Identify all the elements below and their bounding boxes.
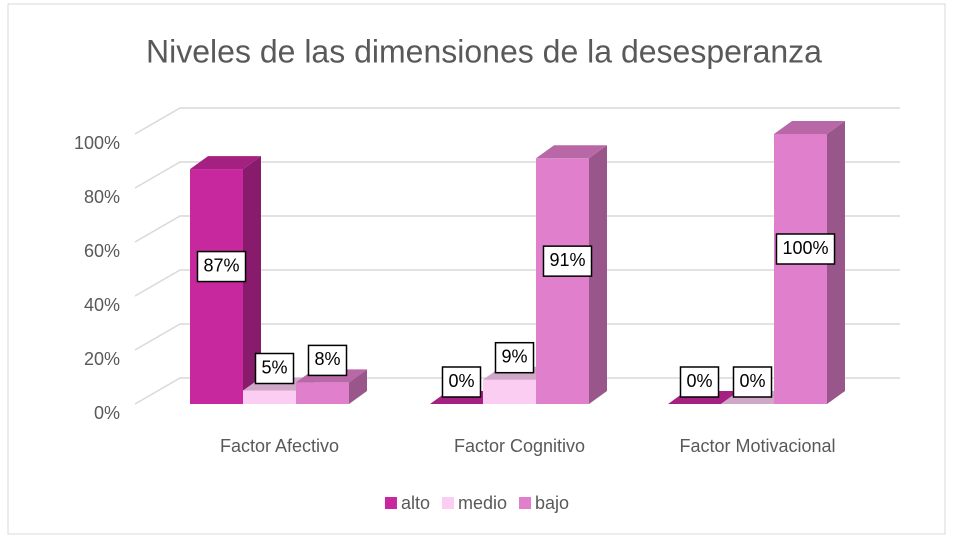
data-label-box (494, 341, 535, 374)
bar (536, 145, 607, 405)
y-tick-label: 60% (84, 241, 120, 261)
data-label-box (679, 366, 720, 398)
legend-swatch (519, 497, 532, 509)
legend-label: medio (458, 493, 507, 513)
x-tick-label: Factor Afectivo (220, 436, 339, 456)
data-label: 5% (261, 357, 287, 377)
data-label: 100% (782, 238, 828, 258)
data-label-box (542, 245, 593, 277)
grid-line (134, 215, 900, 243)
data-label: 8% (314, 349, 340, 369)
data-label: 9% (501, 346, 527, 366)
data-label: 87% (203, 255, 239, 275)
data-label-box (307, 344, 348, 377)
bar-top (190, 156, 261, 170)
legend-label: bajo (535, 493, 569, 513)
bar-top (774, 121, 845, 134)
grid-line (134, 323, 900, 351)
y-tick-label: 0% (94, 403, 120, 423)
bar-side (827, 121, 845, 404)
legend-label: alto (401, 493, 430, 513)
legend-swatch (441, 497, 454, 509)
grid-line (134, 107, 900, 135)
bar-front (190, 169, 243, 404)
x-tick-label: Factor Cognitivo (454, 436, 585, 456)
data-label: 91% (549, 250, 585, 270)
x-tick-label: Factor Motivacional (679, 436, 835, 456)
bar-top (536, 145, 607, 159)
bar-side (243, 156, 261, 404)
data-label: 0% (686, 371, 712, 391)
bar (190, 156, 261, 404)
data-label-box (441, 366, 482, 398)
bar (774, 121, 845, 404)
data-label: 0% (448, 371, 474, 391)
data-label-box (775, 233, 836, 265)
bar-side (349, 369, 367, 404)
bar-front (483, 379, 536, 404)
grid-line (134, 377, 900, 405)
bar-front (296, 382, 349, 404)
data-label-box (196, 250, 247, 283)
grid-line (134, 161, 900, 189)
bar-front (243, 390, 296, 404)
y-tick-label: 20% (84, 349, 120, 369)
data-label-box (732, 366, 773, 398)
chart-title: Niveles de las dimensiones de la desespe… (146, 33, 822, 69)
y-tick-label: 40% (84, 295, 120, 315)
bar-side (589, 145, 607, 405)
legend: alto medio bajo (384, 493, 569, 513)
y-tick-label: 80% (84, 187, 120, 207)
legend-swatch (384, 497, 397, 509)
y-tick-label: 100% (74, 133, 120, 153)
data-label: 0% (739, 371, 765, 391)
bar-front (774, 134, 827, 404)
grid-line (134, 269, 900, 297)
bar-front (536, 158, 589, 404)
data-label-box (254, 352, 295, 385)
